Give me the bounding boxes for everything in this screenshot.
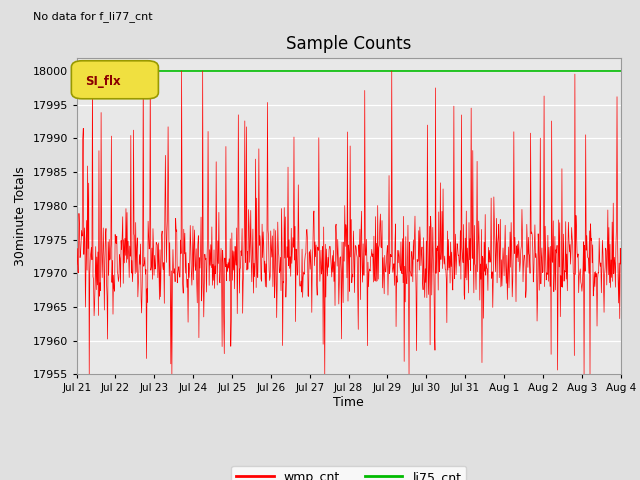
X-axis label: Time: Time: [333, 396, 364, 409]
Title: Sample Counts: Sample Counts: [286, 35, 412, 53]
Text: SI_flx: SI_flx: [85, 75, 120, 88]
Y-axis label: 30minute Totals: 30minute Totals: [14, 166, 27, 266]
FancyBboxPatch shape: [72, 61, 158, 99]
Legend: wmp_cnt, li75_cnt: wmp_cnt, li75_cnt: [231, 466, 467, 480]
Text: No data for f_li77_cnt: No data for f_li77_cnt: [33, 12, 153, 23]
